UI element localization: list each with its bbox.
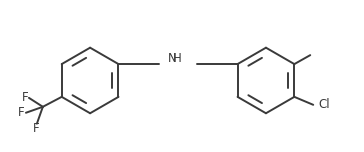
Text: N: N [168,52,177,65]
Text: H: H [173,52,181,65]
Text: F: F [32,122,39,135]
Text: F: F [21,91,28,104]
Text: Cl: Cl [318,98,330,111]
Text: F: F [18,106,25,119]
